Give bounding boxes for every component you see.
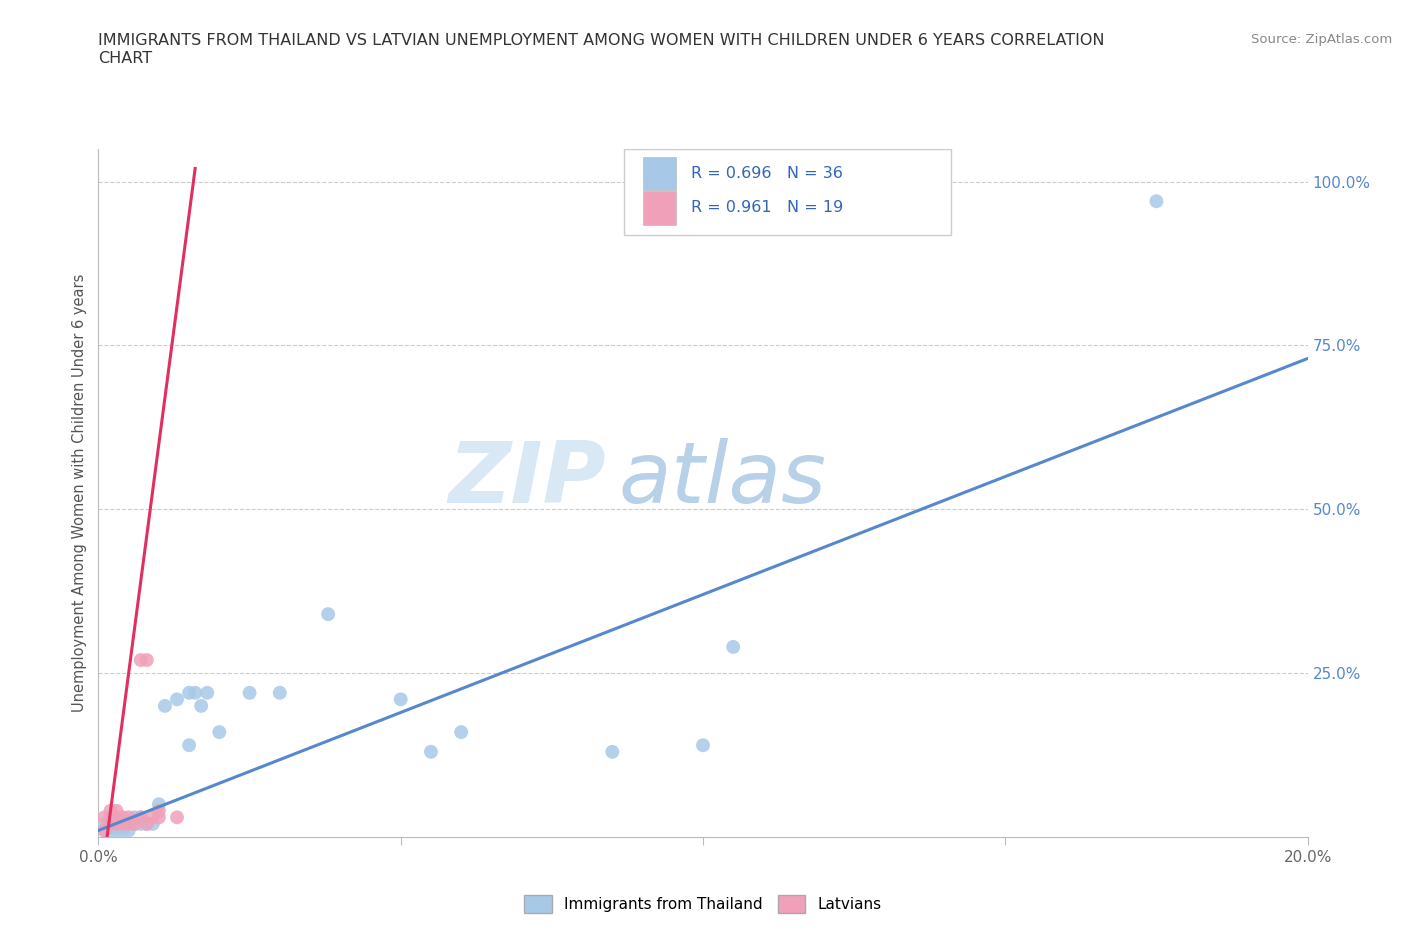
Text: IMMIGRANTS FROM THAILAND VS LATVIAN UNEMPLOYMENT AMONG WOMEN WITH CHILDREN UNDER: IMMIGRANTS FROM THAILAND VS LATVIAN UNEM…: [98, 33, 1105, 47]
Point: [118, 817, 141, 831]
Point: [105, 804, 128, 818]
Point: [129, 810, 152, 825]
Point: [142, 810, 165, 825]
Point: [148, 797, 170, 812]
Point: [166, 692, 188, 707]
Point: [105, 810, 128, 825]
Point: [239, 685, 262, 700]
Point: [105, 817, 128, 831]
Point: [316, 606, 339, 621]
Point: [100, 810, 122, 825]
Point: [450, 724, 472, 739]
Point: [118, 810, 141, 825]
Point: [111, 823, 134, 838]
Point: [602, 744, 624, 759]
Point: [153, 698, 176, 713]
Point: [111, 817, 134, 831]
Point: [1144, 193, 1167, 208]
FancyBboxPatch shape: [643, 192, 676, 224]
Point: [420, 744, 443, 759]
Point: [269, 685, 291, 700]
Point: [129, 810, 152, 825]
Point: [124, 810, 146, 825]
Point: [135, 817, 157, 831]
Point: [135, 653, 157, 668]
Text: CHART: CHART: [98, 51, 152, 66]
Point: [190, 698, 212, 713]
Point: [111, 817, 134, 831]
Point: [93, 823, 115, 838]
Point: [118, 817, 141, 831]
Point: [166, 810, 188, 825]
Point: [129, 653, 152, 668]
Point: [208, 724, 231, 739]
Point: [93, 823, 115, 838]
Point: [135, 817, 157, 831]
Point: [100, 817, 122, 831]
Point: [105, 823, 128, 838]
Point: [105, 817, 128, 831]
FancyBboxPatch shape: [643, 157, 676, 190]
Point: [184, 685, 207, 700]
Point: [118, 823, 141, 838]
Point: [93, 817, 115, 831]
Point: [100, 804, 122, 818]
Point: [93, 810, 115, 825]
Text: atlas: atlas: [619, 438, 827, 521]
Point: [129, 817, 152, 831]
FancyBboxPatch shape: [624, 149, 950, 235]
Text: R = 0.961   N = 19: R = 0.961 N = 19: [690, 201, 844, 216]
Point: [179, 737, 201, 752]
Point: [692, 737, 714, 752]
Y-axis label: Unemployment Among Women with Children Under 6 years: Unemployment Among Women with Children U…: [72, 273, 87, 712]
Point: [148, 804, 170, 818]
Point: [389, 692, 412, 707]
Point: [195, 685, 218, 700]
Text: Source: ZipAtlas.com: Source: ZipAtlas.com: [1251, 33, 1392, 46]
Point: [124, 817, 146, 831]
Text: ZIP: ZIP: [449, 438, 606, 521]
Point: [124, 817, 146, 831]
Legend: Immigrants from Thailand, Latvians: Immigrants from Thailand, Latvians: [519, 889, 887, 919]
Text: R = 0.696   N = 36: R = 0.696 N = 36: [690, 166, 842, 181]
Point: [723, 640, 745, 655]
Point: [179, 685, 201, 700]
Point: [111, 810, 134, 825]
Point: [148, 810, 170, 825]
Point: [100, 823, 122, 838]
Point: [142, 817, 165, 831]
